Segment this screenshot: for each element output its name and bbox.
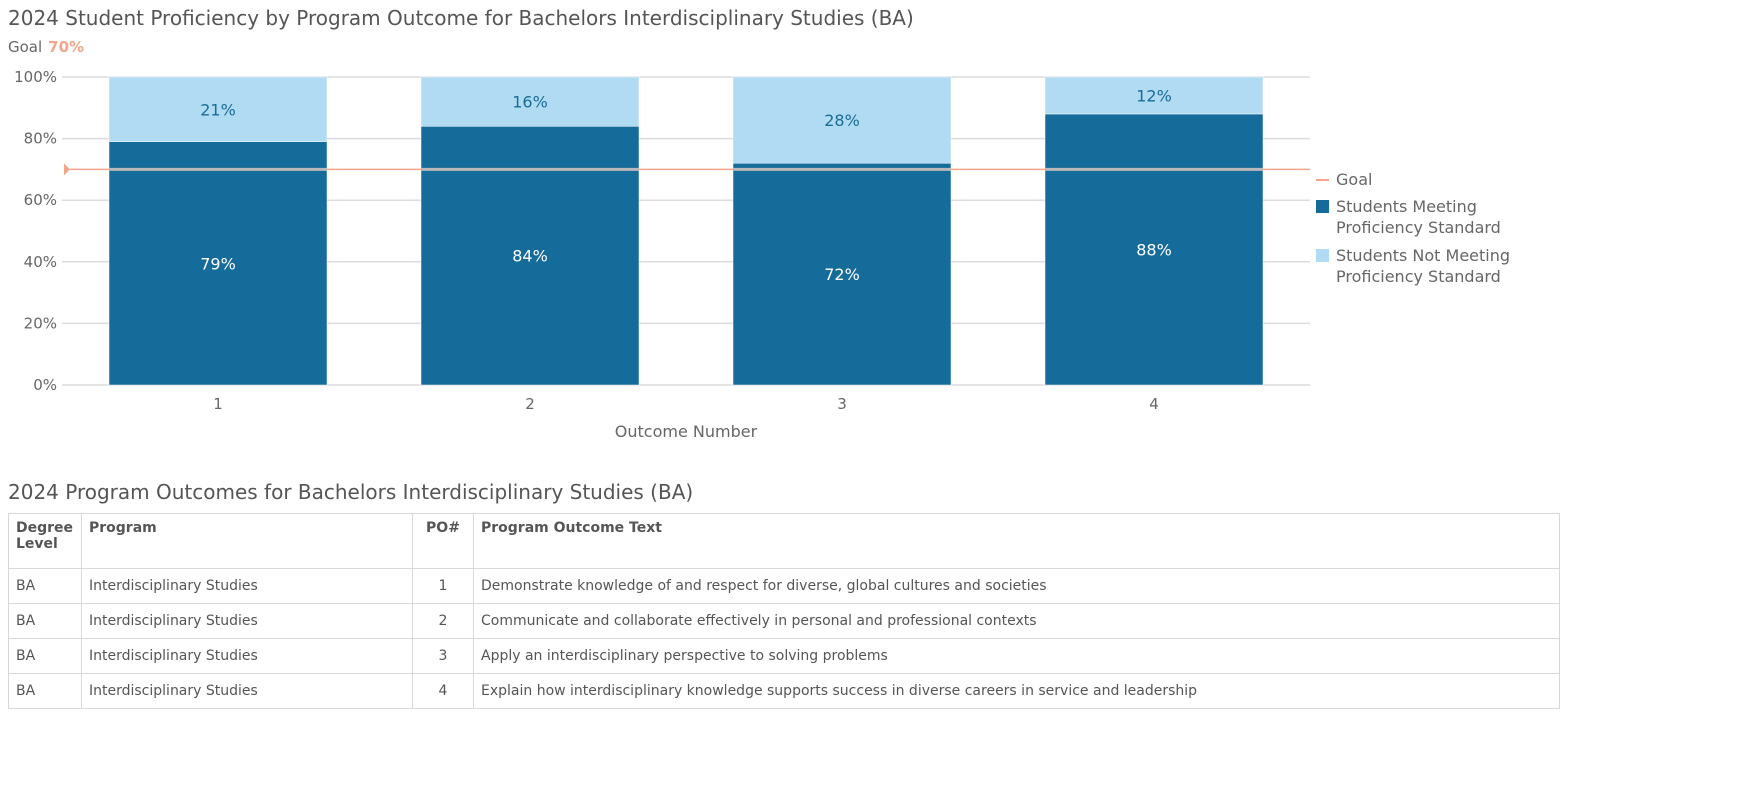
data-label: 84% — [512, 247, 548, 266]
cell-program: Interdisciplinary Studies — [81, 673, 413, 709]
x-tick-label: 2 — [525, 395, 535, 413]
data-label: 12% — [1136, 86, 1172, 105]
legend-swatch — [1316, 200, 1329, 213]
legend-item-goal[interactable]: Goal — [1316, 169, 1373, 190]
cell-degree-level: BA — [8, 673, 82, 709]
legend-item-meeting[interactable]: Students Meeting Proficiency Standard — [1316, 196, 1536, 238]
goal-line-swatch — [1316, 179, 1329, 181]
header-degree-level: Degree Level — [8, 513, 82, 569]
cell-degree-level: BA — [8, 638, 82, 674]
legend-swatch — [1316, 249, 1329, 262]
bar-not-meeting — [732, 76, 952, 164]
data-label: 28% — [824, 111, 860, 130]
cell-outcome-text: Demonstrate knowledge of and respect for… — [473, 568, 1560, 604]
goal-marker-icon — [64, 163, 70, 176]
cell-po-number: 4 — [412, 673, 474, 709]
cell-po-number: 3 — [412, 638, 474, 674]
cell-po-number: 1 — [412, 568, 474, 604]
table-row: BA Interdisciplinary Studies 3 Apply an int… — [8, 638, 1560, 674]
table-header-row: Degree Level Program PO# Program Outcome… — [8, 513, 1560, 569]
bar-not-meeting — [108, 76, 328, 142]
cell-degree-level: BA — [8, 603, 82, 639]
table-row: BA Interdisciplinary Studies 4 Explain how … — [8, 673, 1560, 709]
x-axis-title: Outcome Number — [615, 422, 758, 441]
table-row: BA Interdisciplinary Studies 1 Demonstrate … — [8, 568, 1560, 604]
x-tick-label: 4 — [1149, 395, 1159, 413]
y-tick-label: 100% — [14, 68, 57, 86]
legend-item-not-meeting[interactable]: Students Not Meeting Proficiency Standar… — [1316, 245, 1536, 287]
table-row: BA Interdisciplinary Studies 2 Communicate … — [8, 603, 1560, 639]
y-tick-label: 40% — [24, 253, 57, 271]
y-tick-label: 60% — [24, 191, 57, 209]
bar-meeting — [732, 162, 952, 386]
cell-program: Interdisciplinary Studies — [81, 568, 413, 604]
cell-program: Interdisciplinary Studies — [81, 638, 413, 674]
table-title: 2024 Program Outcomes for Bachelors Inte… — [8, 480, 694, 504]
x-tick-label: 3 — [837, 395, 847, 413]
cell-degree-level: BA — [8, 568, 82, 604]
goal-value: 70% — [48, 38, 85, 56]
header-program: Program — [81, 513, 413, 569]
legend-label: Students Not Meeting Proficiency Standar… — [1336, 246, 1511, 286]
goal-label: Goal — [8, 38, 43, 56]
bar-not-meeting — [1044, 76, 1264, 115]
cell-outcome-text: Communicate and collaborate effectively … — [473, 603, 1560, 639]
legend-label: Goal — [1336, 170, 1373, 189]
goal-indicator: Goal 70% — [8, 38, 84, 56]
header-po-number: PO# — [412, 513, 474, 569]
cell-outcome-text: Apply an interdisciplinary perspective t… — [473, 638, 1560, 674]
bar-meeting — [1044, 113, 1264, 386]
data-label: 72% — [824, 265, 860, 284]
data-label: 21% — [200, 100, 236, 119]
data-label: 88% — [1136, 240, 1172, 259]
bar-chart: 0% 20% 40% 60% 80% 100% 79% 21% 1 84% 16% 2 72% 28% 3 8… — [14, 68, 1310, 441]
data-label: 79% — [200, 254, 236, 273]
bar-not-meeting — [420, 76, 640, 127]
cell-outcome-text: Explain how interdisciplinary knowledge … — [473, 673, 1560, 709]
cell-po-number: 2 — [412, 603, 474, 639]
header-outcome-text: Program Outcome Text — [473, 513, 1560, 569]
bar-meeting — [108, 141, 328, 386]
legend-label: Students Meeting Proficiency Standard — [1336, 197, 1501, 237]
x-tick-label: 1 — [213, 395, 223, 413]
y-tick-label: 80% — [24, 130, 57, 148]
outcomes-table: Degree Level Program PO# Program Outcome… — [8, 513, 1560, 709]
y-tick-label: 20% — [24, 314, 57, 332]
chart-title: 2024 Student Proficiency by Program Outc… — [8, 6, 914, 30]
y-tick-label: 0% — [33, 376, 57, 394]
data-label: 16% — [512, 93, 548, 112]
cell-program: Interdisciplinary Studies — [81, 603, 413, 639]
